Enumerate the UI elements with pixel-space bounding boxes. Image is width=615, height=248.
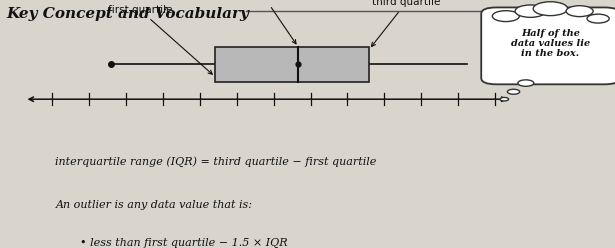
Text: interquartile range (IQR) = third quartile − first quartile: interquartile range (IQR) = third quarti… [55,156,377,167]
Circle shape [492,11,519,22]
Circle shape [500,97,509,101]
Circle shape [533,2,568,16]
Circle shape [566,6,593,17]
Circle shape [515,5,546,17]
Text: third quartile: third quartile [371,0,440,46]
FancyBboxPatch shape [481,7,615,84]
Text: median: median [245,0,296,44]
Circle shape [587,14,609,23]
Text: first quartile: first quartile [108,5,212,74]
Circle shape [518,80,534,86]
Text: Half of the
data values lie
in the box.: Half of the data values lie in the box. [511,29,590,58]
Bar [215,47,369,82]
Text: An outlier is any data value that is:: An outlier is any data value that is: [55,200,252,210]
Text: • less than first quartile − 1.5 × IQR: • less than first quartile − 1.5 × IQR [80,238,288,248]
Text: Key Concept and Vocabulary: Key Concept and Vocabulary [6,7,249,21]
Circle shape [507,89,520,94]
